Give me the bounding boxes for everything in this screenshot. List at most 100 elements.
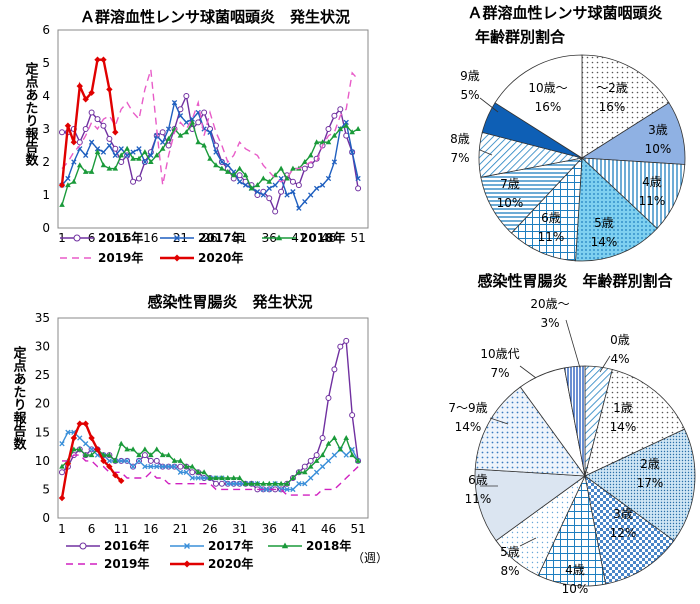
y-tick-label: 1	[42, 188, 50, 202]
data-point	[88, 168, 95, 174]
data-point	[130, 149, 136, 155]
data-point	[106, 452, 113, 458]
pie-label-name: 3歳	[613, 507, 633, 521]
data-point	[88, 109, 95, 116]
legend-label: 2019年	[98, 250, 143, 265]
legend-label: 2018年	[306, 538, 351, 553]
y-tick-label: 5	[42, 56, 50, 70]
data-point	[82, 420, 89, 427]
data-point	[65, 182, 71, 188]
data-point	[290, 165, 296, 171]
series-line	[61, 100, 359, 210]
data-point	[148, 159, 154, 164]
pie-label-name: 9歳	[460, 69, 480, 83]
data-point	[106, 463, 113, 470]
data-point	[118, 458, 124, 464]
data-point	[201, 475, 207, 481]
y-tick-label: 35	[35, 311, 50, 325]
data-point	[112, 471, 119, 479]
data-point	[319, 182, 326, 188]
data-point	[82, 452, 89, 458]
legend-marker	[281, 542, 289, 549]
data-point	[171, 99, 178, 106]
data-point	[124, 152, 130, 159]
data-point	[141, 452, 148, 459]
data-point	[201, 142, 207, 148]
pie-slice	[494, 54, 583, 159]
data-point	[343, 452, 349, 458]
data-point	[195, 469, 201, 475]
data-point	[58, 181, 66, 189]
data-point	[88, 434, 95, 442]
legend-label: 2019年	[104, 556, 149, 571]
pie-label-pct: 3%	[540, 316, 559, 330]
pie-label-name: 2歳	[640, 457, 660, 471]
data-point	[207, 129, 213, 135]
data-point	[76, 420, 83, 427]
data-point	[225, 162, 231, 168]
data-point	[76, 162, 83, 168]
data-point	[254, 480, 261, 486]
series-line	[60, 58, 117, 186]
x-tick-label: 41	[291, 522, 306, 536]
data-point	[213, 475, 219, 480]
data-point	[219, 159, 225, 165]
strep-y-axis-label: 定点あたり報告数	[23, 61, 40, 167]
data-point	[207, 155, 213, 161]
data-point	[272, 480, 278, 486]
pie-slice	[581, 54, 670, 159]
legend-label: 2020年	[198, 250, 243, 265]
legend-entry: 2019年	[60, 250, 143, 265]
data-point	[319, 452, 326, 458]
pie-slice	[510, 156, 583, 262]
data-point	[88, 452, 95, 458]
data-point	[296, 481, 302, 487]
data-point	[177, 463, 184, 470]
data-point	[106, 142, 113, 149]
pie-label-pct: 10%	[645, 142, 672, 156]
data-point	[301, 463, 308, 470]
data-point	[195, 475, 201, 481]
data-point	[302, 481, 308, 487]
data-point	[82, 96, 89, 103]
gastro-pie-title: 感染性胃腸炎 年齢群別割合	[477, 272, 673, 290]
pie-label: 5歳8%	[500, 537, 537, 578]
data-point	[260, 480, 267, 486]
data-point	[59, 469, 65, 476]
data-point	[160, 139, 166, 145]
data-point	[118, 146, 124, 152]
pie-label-pct: 4%	[610, 352, 629, 366]
data-point	[290, 486, 296, 493]
data-point	[112, 129, 119, 136]
data-point	[76, 82, 83, 90]
data-point	[266, 178, 273, 184]
data-point	[331, 159, 338, 165]
gastro-chart-title: 感染性胃腸炎 発生状況	[147, 293, 312, 311]
data-point	[236, 481, 243, 487]
pie-label-pct: 11%	[639, 194, 666, 208]
x-tick-label: 21	[173, 522, 188, 536]
x-tick-label: 16	[143, 231, 158, 245]
data-point	[355, 175, 361, 182]
data-point	[236, 475, 243, 480]
legend-marker	[275, 234, 283, 241]
data-point	[319, 139, 326, 145]
data-point	[136, 452, 142, 458]
pie-label-name: 5歳	[500, 545, 520, 559]
data-point	[71, 178, 77, 184]
pie-slice	[575, 157, 658, 262]
data-point	[325, 126, 332, 132]
data-point	[254, 189, 261, 195]
data-point	[242, 480, 249, 486]
pie-label-name: 6歳	[541, 211, 561, 225]
data-point	[130, 446, 136, 452]
pie-label-pct: 10%	[562, 582, 589, 596]
y-tick-label: 4	[42, 89, 50, 103]
data-point	[278, 480, 284, 486]
data-point	[160, 463, 166, 470]
data-point	[313, 452, 320, 459]
strep-plot-frame	[57, 29, 369, 229]
